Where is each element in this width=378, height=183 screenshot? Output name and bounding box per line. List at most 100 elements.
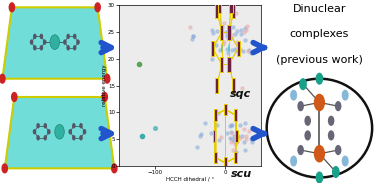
Circle shape xyxy=(0,74,6,84)
Point xyxy=(238,33,244,36)
Point xyxy=(245,49,251,52)
Point xyxy=(243,134,249,137)
FancyBboxPatch shape xyxy=(232,3,235,18)
Circle shape xyxy=(43,123,47,128)
Point xyxy=(224,35,230,38)
Circle shape xyxy=(94,2,101,12)
Point xyxy=(234,41,240,44)
Circle shape xyxy=(221,44,222,53)
Point xyxy=(248,52,254,55)
FancyBboxPatch shape xyxy=(218,0,221,13)
Point xyxy=(231,135,237,137)
Point xyxy=(234,29,240,32)
Point xyxy=(228,37,234,40)
Point xyxy=(218,135,224,138)
Circle shape xyxy=(297,145,304,155)
Circle shape xyxy=(67,45,70,51)
Circle shape xyxy=(101,92,108,102)
Point xyxy=(242,39,248,42)
Point xyxy=(238,29,244,32)
Point xyxy=(194,146,200,149)
Circle shape xyxy=(73,34,76,39)
Circle shape xyxy=(73,45,76,51)
Point xyxy=(234,140,240,143)
Circle shape xyxy=(335,145,341,155)
Point xyxy=(221,21,227,24)
Circle shape xyxy=(40,45,43,51)
Point xyxy=(232,48,238,51)
Circle shape xyxy=(342,156,349,167)
FancyBboxPatch shape xyxy=(212,130,215,142)
Point xyxy=(233,12,239,15)
FancyBboxPatch shape xyxy=(220,57,223,72)
Point xyxy=(235,135,242,138)
Circle shape xyxy=(36,123,40,128)
Point xyxy=(229,131,235,134)
Point xyxy=(230,26,236,29)
Point xyxy=(243,29,249,32)
FancyBboxPatch shape xyxy=(211,41,214,56)
Circle shape xyxy=(290,156,297,167)
Circle shape xyxy=(36,135,40,141)
Circle shape xyxy=(72,135,76,141)
FancyBboxPatch shape xyxy=(234,109,237,121)
Polygon shape xyxy=(5,97,114,168)
Circle shape xyxy=(297,101,304,111)
Circle shape xyxy=(79,135,83,141)
Point xyxy=(246,48,252,51)
X-axis label: HCCH dihedral / °: HCCH dihedral / ° xyxy=(166,176,214,181)
Circle shape xyxy=(63,39,67,45)
Circle shape xyxy=(40,34,43,39)
Point xyxy=(242,27,248,30)
FancyBboxPatch shape xyxy=(224,104,227,115)
Point xyxy=(237,124,243,127)
Point xyxy=(229,124,235,126)
Point xyxy=(248,137,254,140)
Polygon shape xyxy=(2,7,107,79)
Point xyxy=(214,124,220,127)
Point xyxy=(230,148,236,151)
Point xyxy=(197,134,203,137)
Text: Dinuclear: Dinuclear xyxy=(293,4,346,14)
Point xyxy=(187,25,193,28)
FancyBboxPatch shape xyxy=(237,41,240,56)
Circle shape xyxy=(316,73,323,85)
Circle shape xyxy=(290,90,297,101)
FancyBboxPatch shape xyxy=(227,57,231,72)
Point xyxy=(249,141,255,143)
Point xyxy=(232,0,238,3)
Point xyxy=(239,135,245,138)
Point xyxy=(209,29,215,31)
FancyBboxPatch shape xyxy=(214,152,217,163)
Point xyxy=(231,33,237,36)
FancyBboxPatch shape xyxy=(235,130,238,142)
Point xyxy=(210,31,216,34)
Ellipse shape xyxy=(266,79,372,178)
Point xyxy=(258,134,264,137)
Point xyxy=(189,38,195,40)
Point xyxy=(225,51,231,54)
Circle shape xyxy=(11,92,18,102)
Circle shape xyxy=(79,123,83,128)
Point xyxy=(208,132,214,135)
Y-axis label: relative energy: relative energy xyxy=(102,65,107,106)
FancyBboxPatch shape xyxy=(214,109,217,121)
Point xyxy=(229,49,235,52)
FancyBboxPatch shape xyxy=(232,78,235,93)
Circle shape xyxy=(328,116,335,126)
Point xyxy=(152,127,158,130)
Point xyxy=(224,132,230,135)
Point xyxy=(224,48,230,51)
Point xyxy=(232,136,238,139)
Circle shape xyxy=(111,163,118,173)
Circle shape xyxy=(304,116,311,126)
Circle shape xyxy=(30,39,33,45)
Point xyxy=(231,139,237,142)
FancyBboxPatch shape xyxy=(215,78,218,93)
Point xyxy=(241,128,247,130)
Circle shape xyxy=(47,129,51,135)
Point xyxy=(246,130,252,133)
Point xyxy=(198,132,204,135)
Circle shape xyxy=(33,34,37,39)
Circle shape xyxy=(342,90,349,101)
